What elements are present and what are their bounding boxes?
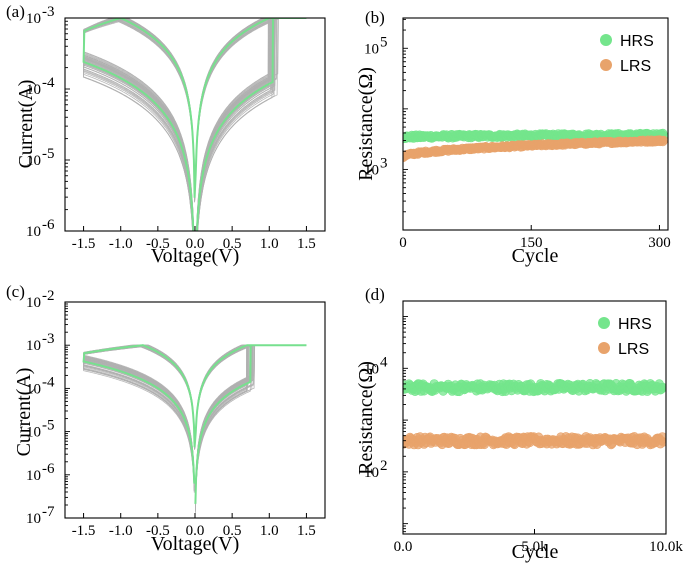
panel-c-xlabel: Voltage(V) — [151, 533, 240, 555]
x-tick-label: -1.5 — [72, 236, 96, 252]
y-tick-label: 10 — [26, 511, 41, 527]
panel-d-label: (d) — [365, 285, 385, 304]
y-tick-label: 10 — [26, 11, 41, 27]
data-point-lrs — [659, 135, 668, 145]
y-tick-label: 10 — [26, 425, 41, 441]
y-tick-label: 10 — [364, 41, 379, 57]
y-tick-exponent: -5 — [42, 146, 55, 162]
panel-d-ylabel: Resistance(Ω) — [355, 361, 377, 475]
x-tick-label: 5.0k — [521, 539, 548, 555]
x-tick-label: 1.0 — [260, 523, 279, 539]
y-tick-label: 10 — [26, 82, 41, 98]
legend-label-lrs: LRS — [618, 341, 649, 358]
x-tick-label: 0.0 — [394, 539, 413, 555]
series-line-cycle — [83, 18, 307, 231]
y-tick-label: 10 — [26, 468, 41, 484]
series-line-cycle — [83, 18, 307, 231]
legend-label-hrs: HRS — [620, 33, 654, 50]
legend-label-lrs: LRS — [620, 58, 651, 75]
y-tick-exponent: -5 — [42, 418, 55, 434]
legend-label-hrs: HRS — [618, 316, 652, 333]
y-tick-exponent: -6 — [42, 217, 55, 233]
series-line-highlighted — [82, 344, 307, 504]
x-tick-label: 0.5 — [223, 523, 242, 539]
y-tick-exponent: -6 — [42, 461, 55, 477]
y-tick-exponent: 4 — [380, 354, 388, 370]
panel-a-xlabel: Voltage(V) — [151, 245, 240, 267]
series-line-highlighted — [82, 18, 307, 231]
panel-b-frame — [402, 17, 669, 231]
y-tick-exponent: -2 — [42, 288, 55, 304]
x-tick-label: -1.0 — [109, 523, 133, 539]
panel-c-label: (c) — [6, 282, 25, 301]
y-tick-label: 10 — [26, 295, 41, 311]
x-tick-label: -0.5 — [146, 523, 170, 539]
panel-a: (a) Current(A) Voltage(V) -1.5 -1.0 -0.5 0.… — [6, 2, 326, 267]
panel-b-ylabel: Resistance(Ω) — [355, 67, 377, 181]
y-tick-exponent: -4 — [42, 75, 55, 91]
panel-b-label: (b) — [365, 8, 385, 27]
panel-c: (c) Current(A) Voltage(V) -1.5 -1.0 -0.5 0.… — [6, 282, 326, 555]
x-tick-label: 0.0 — [186, 523, 205, 539]
y-tick-exponent: -7 — [42, 504, 55, 520]
data-point-lrs — [658, 437, 666, 447]
y-tick-label: 10 — [364, 162, 379, 178]
y-tick-exponent: 2 — [380, 458, 388, 474]
x-tick-label: -0.5 — [146, 236, 170, 252]
y-tick-label: 10 — [26, 224, 41, 240]
panel-c-plot-area — [82, 344, 307, 514]
y-tick-label: 10 — [364, 361, 379, 377]
y-tick-exponent: 5 — [380, 34, 388, 50]
x-tick-label: 0.0 — [186, 236, 205, 252]
y-tick-exponent: -3 — [42, 4, 55, 20]
panel-d-plot-area — [403, 378, 666, 450]
x-tick-label: 150 — [520, 235, 543, 251]
x-tick-label: -1.5 — [72, 523, 96, 539]
y-tick-label: 10 — [26, 153, 41, 169]
data-point-hrs — [658, 383, 666, 393]
y-tick-exponent: 3 — [380, 155, 388, 171]
y-tick-exponent: -3 — [42, 331, 55, 347]
y-tick-label: 10 — [364, 465, 379, 481]
panel-a-ylabel: Current(A) — [15, 80, 37, 169]
x-tick-label: 10.0k — [649, 539, 683, 555]
x-tick-label: 1.5 — [297, 236, 316, 252]
y-tick-exponent: -4 — [42, 374, 55, 390]
x-tick-label: 1.5 — [297, 523, 316, 539]
panel-a-label: (a) — [6, 2, 25, 21]
x-tick-label: 300 — [648, 235, 671, 251]
legend-marker-hrs — [598, 317, 610, 329]
panel-b-plot-area — [403, 128, 668, 163]
x-tick-label: -1.0 — [109, 236, 133, 252]
legend-marker-lrs — [600, 59, 612, 71]
panel-d-xlabel: Cycle — [512, 541, 559, 563]
x-tick-label: 0 — [399, 235, 407, 251]
legend-marker-lrs — [598, 342, 610, 354]
x-tick-label: 0.5 — [223, 236, 242, 252]
legend-marker-hrs — [600, 34, 612, 46]
y-tick-label: 10 — [26, 381, 41, 397]
panel-c-ylabel: Current(A) — [13, 368, 35, 457]
x-tick-label: 1.0 — [260, 236, 279, 252]
panel-b-xlabel: Cycle — [512, 245, 559, 267]
y-tick-label: 10 — [26, 338, 41, 354]
panel-a-plot-area — [82, 18, 307, 231]
panel-d-frame — [402, 300, 667, 535]
